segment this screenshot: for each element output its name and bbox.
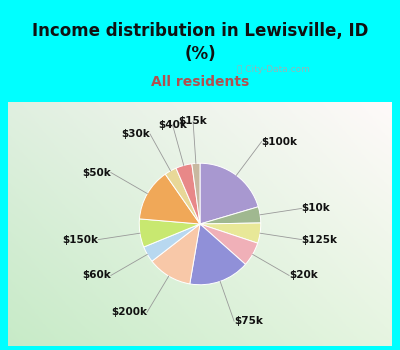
Wedge shape xyxy=(190,224,246,285)
Wedge shape xyxy=(176,164,200,224)
Text: $10k: $10k xyxy=(302,203,330,214)
Wedge shape xyxy=(200,223,261,243)
Text: $60k: $60k xyxy=(82,271,111,280)
Text: $20k: $20k xyxy=(289,271,318,280)
Text: $100k: $100k xyxy=(262,136,298,147)
Wedge shape xyxy=(140,174,200,224)
Text: $75k: $75k xyxy=(234,316,263,326)
Wedge shape xyxy=(152,224,200,284)
Text: Income distribution in Lewisville, ID
(%): Income distribution in Lewisville, ID (%… xyxy=(32,22,368,63)
Text: $50k: $50k xyxy=(82,168,111,177)
Text: $200k: $200k xyxy=(111,307,147,317)
Text: ⓘ City-Data.com: ⓘ City-Data.com xyxy=(237,65,310,74)
Text: $125k: $125k xyxy=(302,234,338,245)
Text: All residents: All residents xyxy=(151,75,249,89)
Wedge shape xyxy=(165,168,200,224)
Text: $150k: $150k xyxy=(62,234,98,245)
Wedge shape xyxy=(200,163,258,224)
Text: $30k: $30k xyxy=(121,129,150,139)
Wedge shape xyxy=(192,163,200,224)
Wedge shape xyxy=(200,224,258,264)
Wedge shape xyxy=(139,219,200,247)
Wedge shape xyxy=(144,224,200,261)
Text: $40k: $40k xyxy=(158,120,187,130)
Wedge shape xyxy=(200,207,261,224)
Text: $15k: $15k xyxy=(179,116,208,126)
